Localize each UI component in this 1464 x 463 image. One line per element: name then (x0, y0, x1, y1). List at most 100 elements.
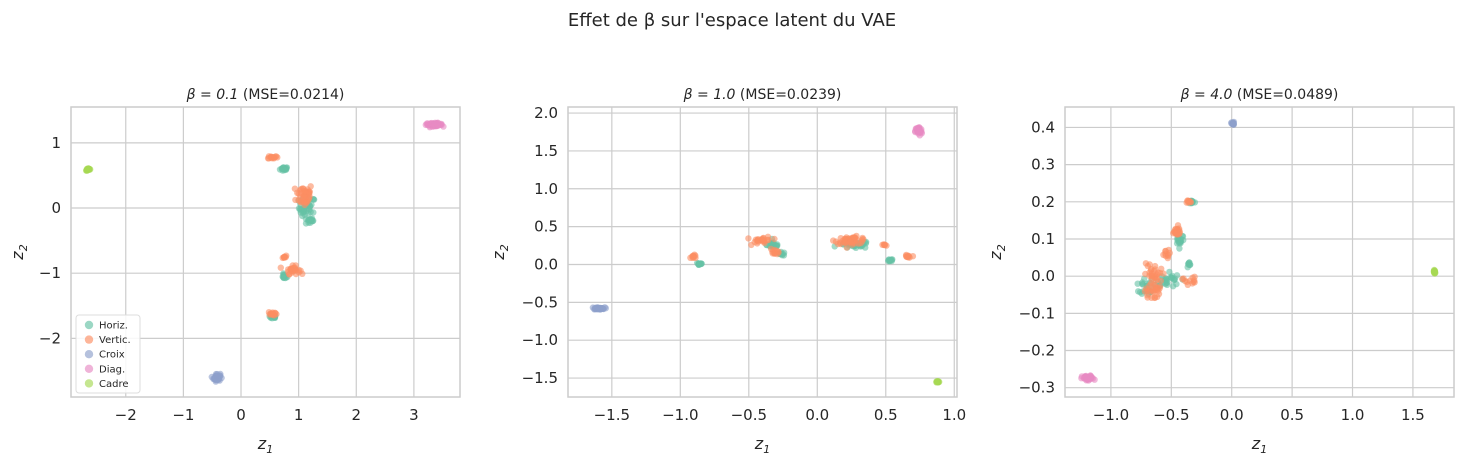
scatter-point (1169, 283, 1177, 290)
axes-frame (70, 106, 461, 398)
y-tick-label: −0.2 (1019, 342, 1055, 360)
legend-label: Diag. (99, 364, 125, 375)
x-tick-label: 3 (409, 406, 419, 424)
x-tick-label: 1.5 (1401, 406, 1425, 424)
y-tick-label: 2.0 (534, 104, 558, 122)
scatter-point (1087, 374, 1094, 381)
series-croix (589, 304, 609, 313)
scatter-point (1134, 280, 1141, 287)
x-tick-label: −0.5 (1153, 406, 1189, 424)
scatter-point (1155, 290, 1163, 298)
series-vertic (264, 153, 314, 319)
scatter-point (440, 123, 447, 130)
y-tick-label: 1 (51, 134, 61, 152)
scatter-point (1160, 251, 1167, 258)
scatter-point (289, 262, 296, 269)
scatter-point (1142, 260, 1150, 267)
scatter-point (424, 121, 431, 128)
y-tick-label: −0.5 (522, 293, 558, 311)
scatter-point (1146, 282, 1153, 289)
x-axis-label: z1 (754, 434, 770, 456)
scatter-point (1151, 281, 1158, 288)
scatter-point (1144, 292, 1151, 299)
x-tick-label: 0 (236, 406, 246, 424)
series-vertic (1141, 197, 1198, 302)
scatter-point (83, 166, 90, 174)
scatter-point (277, 264, 284, 271)
legend-label: Horiz. (99, 321, 128, 332)
scatter-point (687, 254, 694, 261)
scatter-point (1174, 222, 1182, 229)
panel-title: β = 4.0 (MSE=0.0489) (1180, 87, 1339, 103)
scatter-point (843, 244, 850, 251)
scatter-point (212, 377, 220, 384)
scatter-point (434, 121, 442, 129)
y-tick-label: 0.1 (1031, 230, 1055, 248)
series-diag (912, 124, 925, 139)
y-tick-label: 0.0 (534, 255, 558, 273)
scatter-point (1163, 279, 1170, 286)
series-horiz (266, 164, 318, 322)
scatter-point (212, 370, 220, 378)
x-tick-label: 0.0 (805, 406, 829, 424)
scatter-point (280, 274, 287, 282)
scatter-point (774, 250, 781, 258)
scatter-point (842, 239, 849, 246)
scatter-point (307, 208, 314, 216)
scatter-point (1173, 272, 1181, 279)
scatter-point (1154, 276, 1161, 283)
y-tick-label: −0.3 (1019, 379, 1055, 397)
series-cadre (933, 378, 943, 386)
panel-title: β = 1.0 (MSE=0.0239) (683, 87, 842, 103)
x-tick-label: 0.0 (1220, 406, 1244, 424)
x-tick-label: 0.5 (874, 406, 898, 424)
y-tick-label: 0.2 (1031, 193, 1055, 211)
scatter-point (301, 193, 308, 200)
scatter-point (1169, 272, 1176, 280)
legend-marker (84, 335, 94, 344)
legend: Horiz. Vertic. Croix Diag. Cadre (75, 314, 141, 394)
y-axis-label: z2 (8, 244, 30, 260)
legend-marker (84, 350, 94, 359)
y-tick-label: −0.1 (1019, 304, 1055, 322)
y-tick-label: 1.5 (534, 142, 558, 160)
scatter-point (305, 216, 312, 224)
scatter-point (271, 154, 278, 161)
scatter-point (1172, 230, 1179, 237)
y-axis-label: z2 (986, 244, 1008, 260)
y-tick-label: 0 (51, 199, 61, 217)
scatter-point (933, 378, 940, 385)
scatter-point (1189, 274, 1196, 281)
plot-area (568, 107, 957, 397)
scatter-point (1186, 197, 1193, 205)
y-tick-label: 0.5 (534, 218, 558, 236)
panel-beta-1.0: −1.5 −1.0 −0.5 0.0 0.5 1.0 2.0 1.5 1.0 0.5 0.0 −0.5… (489, 87, 966, 456)
x-tick-label: −2 (115, 406, 137, 424)
y-axis-label: z2 (489, 244, 511, 260)
y-tick-label: 1.0 (534, 180, 558, 198)
scatter-point (292, 196, 299, 204)
scatter-point (759, 236, 766, 243)
series-diag (1078, 372, 1098, 384)
y-tick-label: −1.0 (522, 331, 558, 349)
y-tick-label: 0.4 (1031, 118, 1055, 136)
legend-marker (84, 320, 94, 330)
axes-frame (567, 106, 958, 398)
scatter-point (294, 189, 301, 196)
scatter-point (905, 252, 912, 260)
y-tick-label: 0.3 (1031, 156, 1055, 174)
scatter-point (1151, 266, 1159, 273)
scatter-point (883, 242, 890, 249)
y-tick-label: 0.0 (1031, 267, 1055, 285)
panel-beta-4.0: −1.0 −0.5 0.0 0.5 1.0 1.5 0.4 0.3 0.2 0.1 0.0 −0.1 −… (986, 87, 1455, 456)
scatter-point (855, 240, 862, 247)
scatter-point (1158, 265, 1165, 272)
scatter-point (745, 235, 752, 242)
panel-title: β = 0.1 (MSE=0.0214) (186, 87, 345, 103)
scatter-point (1184, 260, 1192, 268)
scatter-point (1146, 269, 1153, 276)
scatter-point (1174, 237, 1181, 244)
scatter-point (771, 235, 778, 243)
scatter-point (1184, 281, 1192, 288)
scatter-point (1430, 269, 1438, 276)
